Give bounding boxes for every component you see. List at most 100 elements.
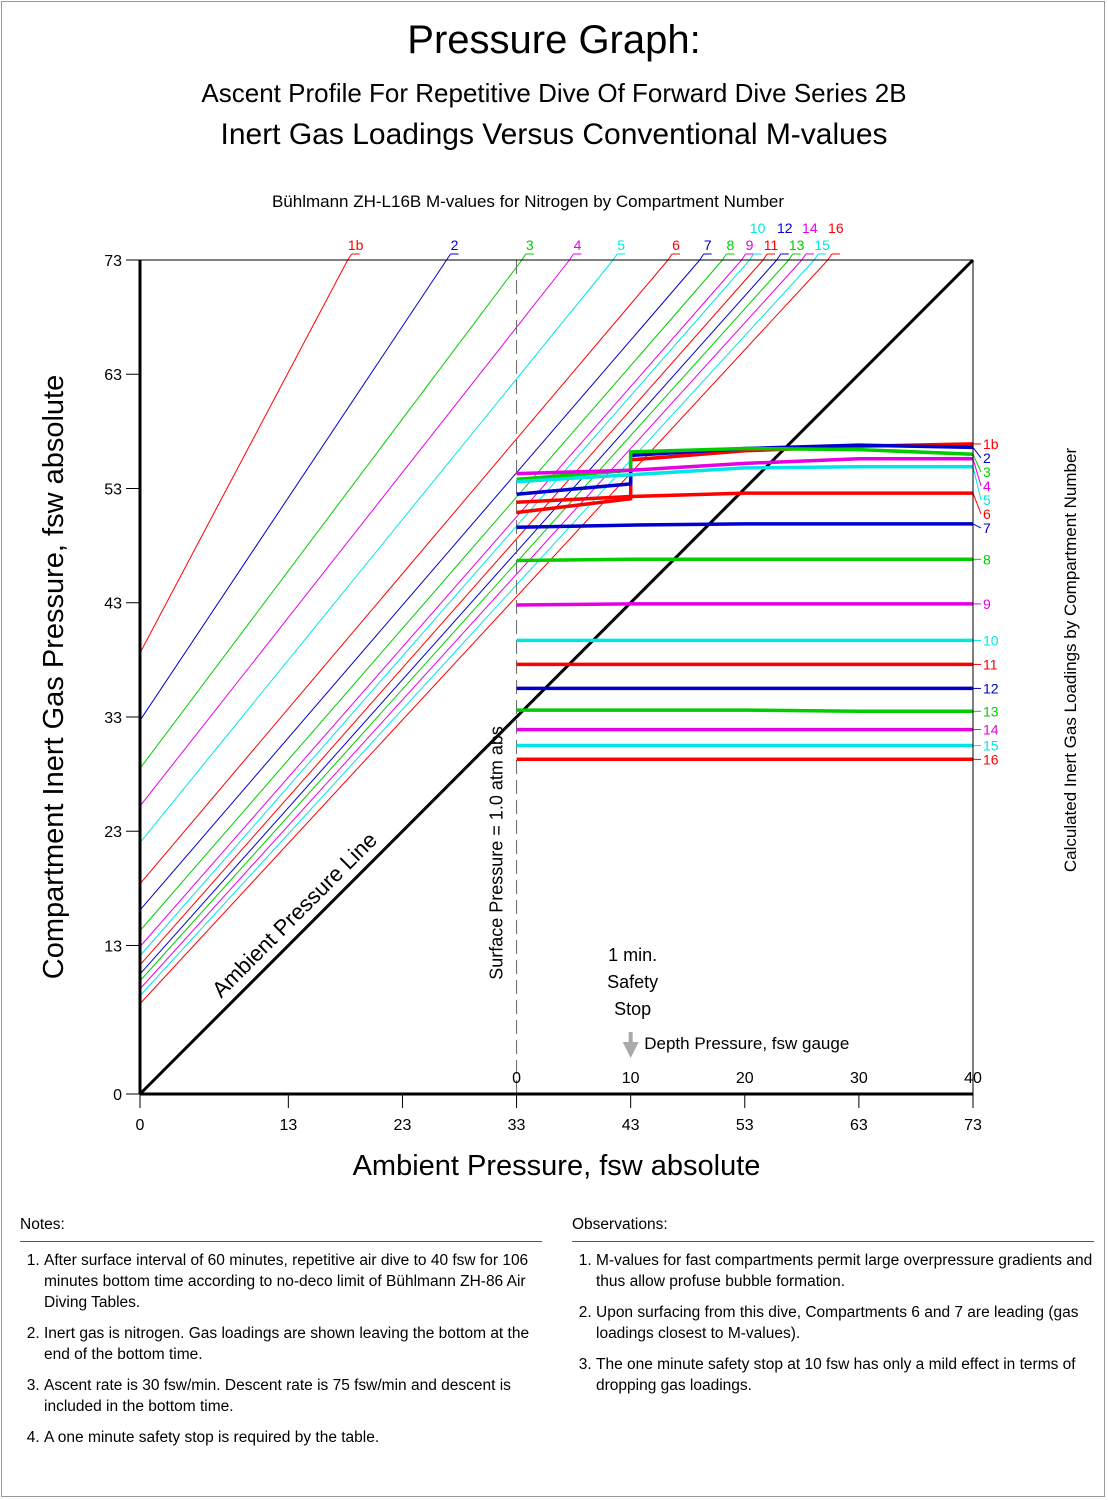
- y-tick-label: 63: [104, 367, 122, 384]
- mvalue-leader-1b: [347, 253, 353, 261]
- surface-pressure-label: Surface Pressure = 1.0 atm abs: [487, 726, 507, 980]
- mvalue-line-3: [139, 259, 523, 769]
- x-tick-label: 73: [964, 1117, 982, 1134]
- loading-leader-5: [972, 466, 982, 501]
- mvalue-line-2: [139, 259, 447, 721]
- y-tick-label: 43: [104, 596, 122, 613]
- ambient-pressure-line: [138, 258, 975, 1096]
- mvalue-line-7: [139, 259, 701, 911]
- loading-label-6: 6: [983, 506, 991, 522]
- y-tick-label: 53: [104, 481, 122, 498]
- page-title: Pressure Graph:: [407, 18, 701, 62]
- observation-item: M-values for fast compartments permit la…: [596, 1250, 1094, 1292]
- loading-label-9: 9: [983, 596, 991, 612]
- mvalue-leader-4: [569, 253, 574, 261]
- note-item: Ascent rate is 30 fsw/min. Descent rate …: [44, 1375, 542, 1417]
- depth-tick-label: 20: [736, 1070, 754, 1087]
- notes-list: After surface interval of 60 minutes, re…: [20, 1250, 542, 1448]
- loading-leader-6: [972, 492, 982, 515]
- mvalue-label-14: 14: [802, 220, 818, 236]
- mvalue-leader-8: [722, 253, 727, 261]
- depth-tick-label: 30: [850, 1070, 868, 1087]
- depth-tick-label: 10: [622, 1070, 640, 1087]
- loading-curve-13: [516, 708, 973, 714]
- mvalue-label-10: 10: [750, 220, 766, 236]
- x-tick-label: 23: [394, 1117, 412, 1134]
- mvalue-leader-10: [749, 253, 755, 261]
- mvalue-leader-11: [762, 253, 768, 261]
- mvalue-label-7: 7: [704, 237, 712, 253]
- loading-curve-5: [516, 465, 973, 484]
- observations-header: Observations:: [572, 1216, 668, 1233]
- mvalue-line-12: [139, 259, 778, 975]
- mvalue-label-13: 13: [789, 237, 805, 253]
- x-tick-label: 0: [136, 1117, 145, 1134]
- note-item: After surface interval of 60 minutes, re…: [44, 1250, 542, 1313]
- mvalue-line-10: [139, 259, 750, 957]
- y-axis-title: Compartment Inert Gas Pressure, fsw abso…: [38, 375, 70, 979]
- loading-leader-4: [972, 458, 982, 487]
- mvalue-line-15: [139, 259, 815, 997]
- depth-tick-label: 0: [512, 1070, 521, 1087]
- loading-label-5: 5: [983, 492, 991, 508]
- loading-label-15: 15: [983, 738, 999, 754]
- x-tick-label: 63: [850, 1117, 868, 1134]
- loading-label-1b: 1b: [983, 436, 999, 452]
- loading-label-13: 13: [983, 703, 999, 719]
- loading-curve-4: [516, 457, 973, 476]
- mvalue-line-4: [139, 259, 570, 807]
- mvalue-line-14: [139, 259, 803, 990]
- right-axis-title: Calculated Inert Gas Loadings by Compart…: [1061, 448, 1080, 873]
- notes-section: Notes: After surface interval of 60 minu…: [20, 1214, 542, 1458]
- safety-stop-label: 1 min.: [608, 945, 657, 965]
- mvalue-label-8: 8: [727, 237, 735, 253]
- mvalue-line-13: [139, 259, 790, 982]
- y-tick-label: 23: [104, 824, 122, 841]
- y-tick-label: 73: [104, 253, 122, 270]
- mvalue-line-9: [139, 259, 742, 947]
- loading-label-7: 7: [983, 520, 991, 536]
- x-tick-label: 33: [508, 1117, 526, 1134]
- mvalue-leader-14: [801, 253, 807, 261]
- mvalue-line-8: [139, 259, 723, 931]
- loading-leader-3: [972, 454, 982, 473]
- y-tick-label: 13: [104, 938, 122, 955]
- mvalue-line-5: [139, 259, 614, 843]
- mvalue-label-5: 5: [617, 237, 625, 253]
- loading-leader-2: [972, 447, 982, 459]
- loading-curve-7: [516, 522, 973, 530]
- x-tick-label: 43: [622, 1117, 640, 1134]
- mvalue-line-6: [139, 259, 669, 885]
- loading-curve-9: [516, 602, 973, 607]
- depth-axis-label: Depth Pressure, fsw gauge: [644, 1034, 849, 1053]
- mvalue-label-2: 2: [451, 237, 459, 253]
- y-tick-label: 0: [113, 1087, 122, 1104]
- mvalue-leader-9: [741, 253, 746, 261]
- mvalue-leader-5: [612, 253, 618, 261]
- mvalue-leader-3: [521, 253, 527, 261]
- mvalue-line-16: [139, 259, 829, 1005]
- mvalue-label-3: 3: [526, 237, 534, 253]
- mvalue-leader-16: [827, 253, 833, 261]
- loading-label-11: 11: [983, 656, 998, 672]
- y-tick-label: 33: [104, 710, 122, 727]
- mvalue-leader-7: [699, 253, 705, 261]
- loading-label-2: 2: [983, 450, 991, 466]
- loading-leader-7: [972, 523, 982, 529]
- observation-item: The one minute safety stop at 10 fsw has…: [596, 1354, 1094, 1396]
- notes-header: Notes:: [20, 1216, 65, 1233]
- mvalue-leader-6: [667, 253, 673, 261]
- notes-divider: [20, 1241, 542, 1242]
- mvalue-label-4: 4: [574, 237, 582, 253]
- depth-tick-label: 40: [964, 1070, 982, 1087]
- loading-label-16: 16: [983, 752, 999, 768]
- observations-section: Observations: M-values for fast compartm…: [572, 1214, 1094, 1406]
- mvalue-label-9: 9: [746, 237, 754, 253]
- mvalue-line-1b: [139, 259, 349, 654]
- loading-label-14: 14: [983, 722, 999, 738]
- mvalue-leader-15: [813, 253, 819, 261]
- mvalue-label-15: 15: [814, 237, 830, 253]
- observation-item: Upon surfacing from this dive, Compartme…: [596, 1302, 1094, 1344]
- loading-label-8: 8: [983, 551, 991, 567]
